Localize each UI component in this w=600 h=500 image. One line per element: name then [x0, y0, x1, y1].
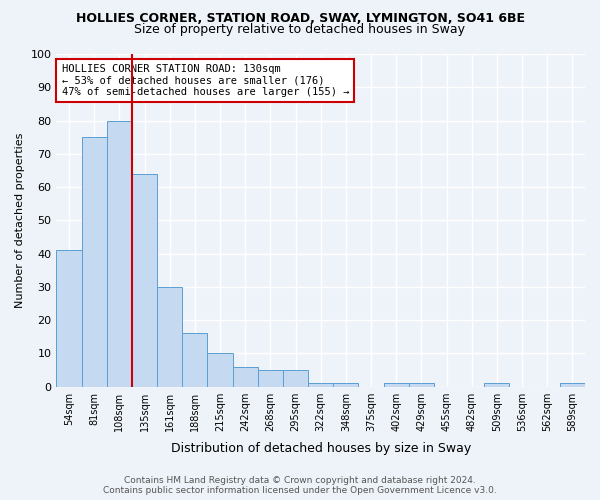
Bar: [560, 384, 585, 386]
Bar: [157, 287, 182, 386]
Bar: [132, 174, 157, 386]
Bar: [484, 384, 509, 386]
Bar: [283, 370, 308, 386]
Bar: [56, 250, 82, 386]
Text: Contains HM Land Registry data © Crown copyright and database right 2024.
Contai: Contains HM Land Registry data © Crown c…: [103, 476, 497, 495]
Bar: [107, 120, 132, 386]
Bar: [182, 334, 208, 386]
Bar: [383, 384, 409, 386]
Y-axis label: Number of detached properties: Number of detached properties: [15, 132, 25, 308]
Text: HOLLIES CORNER STATION ROAD: 130sqm
← 53% of detached houses are smaller (176)
4: HOLLIES CORNER STATION ROAD: 130sqm ← 53…: [62, 64, 349, 97]
Text: Size of property relative to detached houses in Sway: Size of property relative to detached ho…: [134, 22, 466, 36]
Bar: [333, 384, 358, 386]
Bar: [233, 366, 258, 386]
Bar: [82, 137, 107, 386]
Bar: [409, 384, 434, 386]
Bar: [308, 384, 333, 386]
Bar: [258, 370, 283, 386]
Bar: [208, 354, 233, 386]
X-axis label: Distribution of detached houses by size in Sway: Distribution of detached houses by size …: [170, 442, 471, 455]
Text: HOLLIES CORNER, STATION ROAD, SWAY, LYMINGTON, SO41 6BE: HOLLIES CORNER, STATION ROAD, SWAY, LYMI…: [76, 12, 524, 26]
